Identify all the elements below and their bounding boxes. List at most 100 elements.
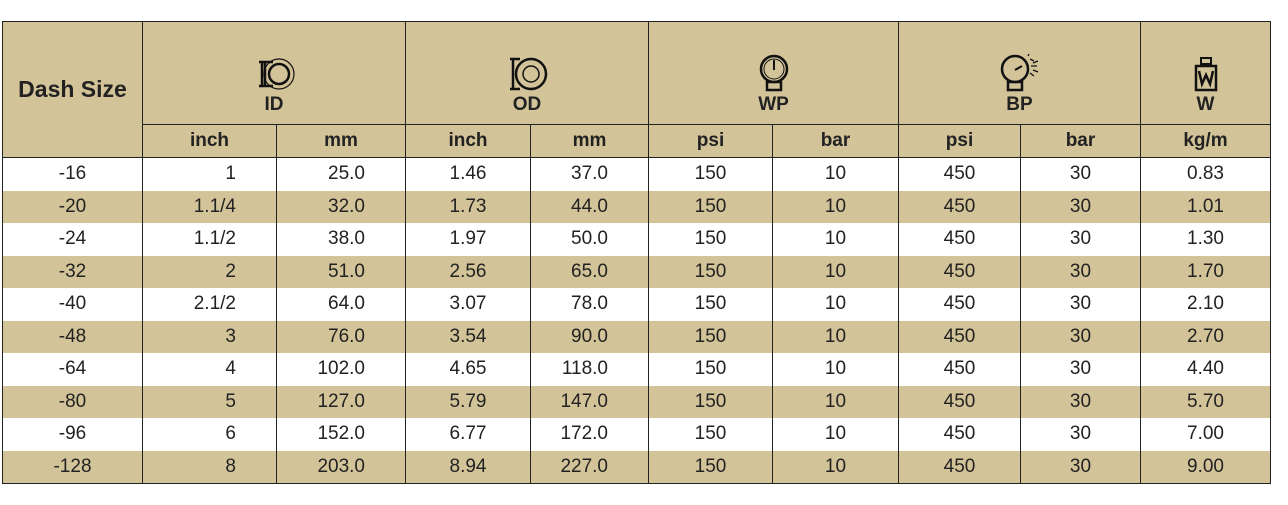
cell-weight-kgm: 4.40 <box>1140 353 1271 386</box>
cell-weight-kgm: 2.10 <box>1140 288 1271 321</box>
cell-id-mm: 127.0 <box>276 385 406 418</box>
cell-dash-size: -20 <box>2 190 143 223</box>
table-row: -64 4 102.0 4.65 118.0 150 10 450 30 4.40 <box>2 353 1271 386</box>
cell-id-mm: 64.0 <box>276 288 406 321</box>
cell-bp-bar: 30 <box>1020 450 1141 484</box>
cell-weight-kgm: 1.30 <box>1140 223 1271 256</box>
table-row: -20 1.1/4 32.0 1.73 44.0 150 10 450 30 1.01 <box>2 190 1271 223</box>
table-row: -48 3 76.0 3.54 90.0 150 10 450 30 2.70 <box>2 320 1271 353</box>
cell-bp-psi: 450 <box>898 353 1021 386</box>
cell-wp-psi: 150 <box>648 288 773 321</box>
cell-bp-psi: 450 <box>898 418 1021 451</box>
unit-wp-bar: bar <box>772 124 899 158</box>
cell-wp-bar: 10 <box>772 255 899 288</box>
cell-bp-psi: 450 <box>898 288 1021 321</box>
cell-wp-bar: 10 <box>772 418 899 451</box>
cell-bp-bar: 30 <box>1020 353 1141 386</box>
cell-od-mm: 65.0 <box>530 255 649 288</box>
table-row: -40 2.1/2 64.0 3.07 78.0 150 10 450 30 2.10 <box>2 288 1271 321</box>
cell-wp-bar: 10 <box>772 320 899 353</box>
cell-wp-psi: 150 <box>648 353 773 386</box>
cell-od-mm: 44.0 <box>530 190 649 223</box>
cell-od-inch: 5.79 <box>405 385 531 418</box>
unit-bp-bar: bar <box>1020 124 1141 158</box>
cell-wp-psi: 150 <box>648 418 773 451</box>
bp-label: BP <box>1006 94 1033 115</box>
cell-weight-kgm: 0.83 <box>1140 157 1271 191</box>
burst-pressure-gauge-icon <box>1000 54 1038 92</box>
cell-id-inch: 3 <box>142 320 277 353</box>
unit-wp-psi: psi <box>648 124 773 158</box>
cell-wp-bar: 10 <box>772 450 899 484</box>
cell-id-inch: 2 <box>142 255 277 288</box>
cell-od-inch: 4.65 <box>405 353 531 386</box>
unit-bp-psi: psi <box>898 124 1021 158</box>
cell-bp-psi: 450 <box>898 450 1021 484</box>
unit-od-mm: mm <box>530 124 649 158</box>
cell-bp-psi: 450 <box>898 157 1021 191</box>
cell-od-mm: 147.0 <box>530 385 649 418</box>
cell-wp-bar: 10 <box>772 223 899 256</box>
cell-id-inch: 1 <box>142 157 277 191</box>
cell-wp-psi: 150 <box>648 157 773 191</box>
cell-id-mm: 25.0 <box>276 157 406 191</box>
cell-od-inch: 1.97 <box>405 223 531 256</box>
wp-header: WP <box>648 21 899 125</box>
unit-od-inch: inch <box>405 124 531 158</box>
cell-dash-size: -80 <box>2 385 143 418</box>
cell-weight-kgm: 2.70 <box>1140 320 1271 353</box>
cell-wp-bar: 10 <box>772 157 899 191</box>
hose-spec-table: Dash Size ID OD WP BP W inch mm inch mm … <box>2 21 1271 484</box>
cell-od-inch: 1.73 <box>405 190 531 223</box>
cell-od-mm: 118.0 <box>530 353 649 386</box>
dash-size-header: Dash Size <box>2 21 143 158</box>
cell-od-mm: 90.0 <box>530 320 649 353</box>
cell-bp-bar: 30 <box>1020 320 1141 353</box>
cell-wp-bar: 10 <box>772 190 899 223</box>
cell-id-mm: 51.0 <box>276 255 406 288</box>
cell-wp-bar: 10 <box>772 385 899 418</box>
cell-od-mm: 172.0 <box>530 418 649 451</box>
outer-diameter-icon <box>510 57 548 91</box>
table-row: -80 5 127.0 5.79 147.0 150 10 450 30 5.70 <box>2 385 1271 418</box>
cell-od-inch: 6.77 <box>405 418 531 451</box>
cell-wp-psi: 150 <box>648 255 773 288</box>
cell-wp-bar: 10 <box>772 353 899 386</box>
cell-od-mm: 50.0 <box>530 223 649 256</box>
cell-wp-psi: 150 <box>648 320 773 353</box>
table-row: -128 8 203.0 8.94 227.0 150 10 450 30 9.00 <box>2 450 1271 484</box>
bp-header: BP <box>898 21 1141 125</box>
cell-bp-psi: 450 <box>898 320 1021 353</box>
cell-bp-bar: 30 <box>1020 255 1141 288</box>
cell-weight-kgm: 5.70 <box>1140 385 1271 418</box>
cell-weight-kgm: 1.01 <box>1140 190 1271 223</box>
cell-id-mm: 203.0 <box>276 450 406 484</box>
wp-label: WP <box>758 94 789 115</box>
cell-bp-bar: 30 <box>1020 190 1141 223</box>
cell-wp-bar: 10 <box>772 288 899 321</box>
cell-id-inch: 1.1/2 <box>142 223 277 256</box>
cell-dash-size: -128 <box>2 450 143 484</box>
cell-id-inch: 6 <box>142 418 277 451</box>
inner-diameter-icon <box>259 58 295 90</box>
cell-bp-psi: 450 <box>898 385 1021 418</box>
cell-bp-bar: 30 <box>1020 157 1141 191</box>
cell-id-inch: 1.1/4 <box>142 190 277 223</box>
unit-id-inch: inch <box>142 124 277 158</box>
od-header: OD <box>405 21 649 125</box>
cell-weight-kgm: 7.00 <box>1140 418 1271 451</box>
w-header: W <box>1140 21 1271 125</box>
cell-bp-bar: 30 <box>1020 418 1141 451</box>
cell-id-mm: 76.0 <box>276 320 406 353</box>
cell-od-inch: 2.56 <box>405 255 531 288</box>
w-label: W <box>1196 94 1215 115</box>
cell-id-mm: 102.0 <box>276 353 406 386</box>
id-label: ID <box>264 94 284 115</box>
cell-id-mm: 38.0 <box>276 223 406 256</box>
cell-id-mm: 152.0 <box>276 418 406 451</box>
cell-wp-psi: 150 <box>648 450 773 484</box>
id-header: ID <box>142 21 406 125</box>
table-row: -24 1.1/2 38.0 1.97 50.0 150 10 450 30 1.30 <box>2 223 1271 256</box>
table-row: -96 6 152.0 6.77 172.0 150 10 450 30 7.00 <box>2 418 1271 451</box>
od-label: OD <box>512 94 542 115</box>
